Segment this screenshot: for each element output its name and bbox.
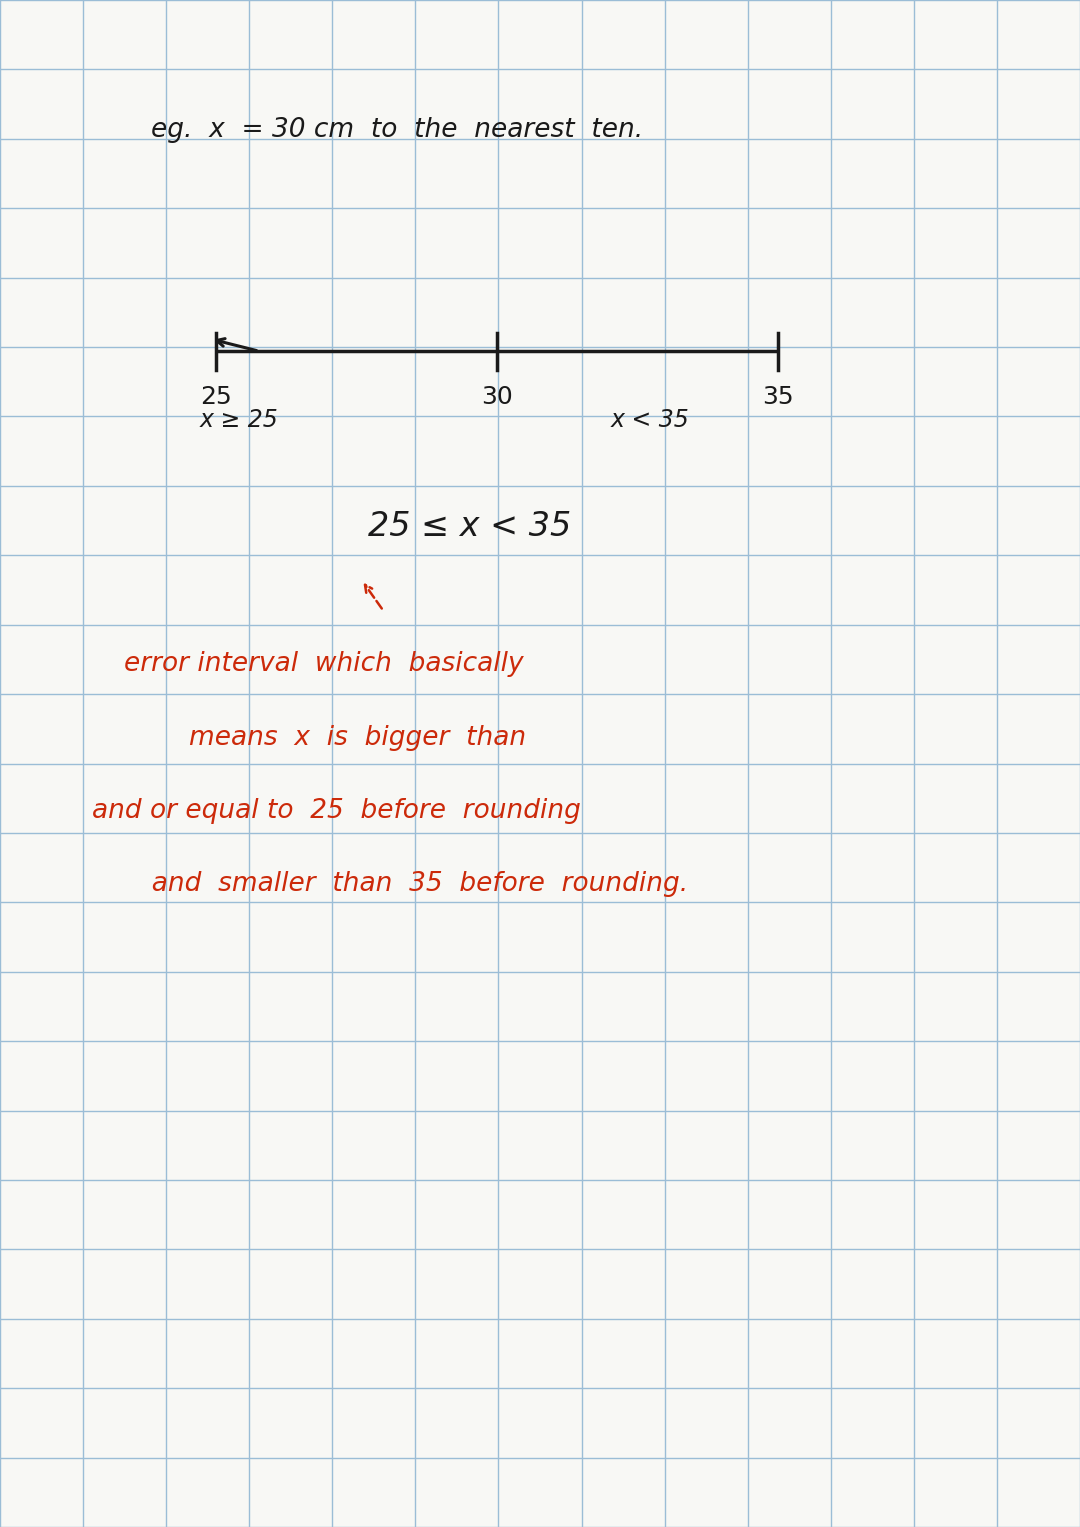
Text: error interval  which  basically: error interval which basically xyxy=(124,651,524,678)
Text: 25: 25 xyxy=(200,385,232,409)
Text: and or equal to  25  before  rounding: and or equal to 25 before rounding xyxy=(92,797,581,825)
Text: eg.  x  = 30 cm  to  the  nearest  ten.: eg. x = 30 cm to the nearest ten. xyxy=(151,116,644,144)
Text: means  x  is  bigger  than: means x is bigger than xyxy=(189,724,526,751)
Text: and  smaller  than  35  before  rounding.: and smaller than 35 before rounding. xyxy=(135,870,688,898)
Text: x < 35: x < 35 xyxy=(610,408,689,432)
Text: 25 ≤ x < 35: 25 ≤ x < 35 xyxy=(368,510,571,544)
Text: 30: 30 xyxy=(481,385,513,409)
Text: x ≥ 25: x ≥ 25 xyxy=(200,408,279,432)
Text: 35: 35 xyxy=(761,385,794,409)
